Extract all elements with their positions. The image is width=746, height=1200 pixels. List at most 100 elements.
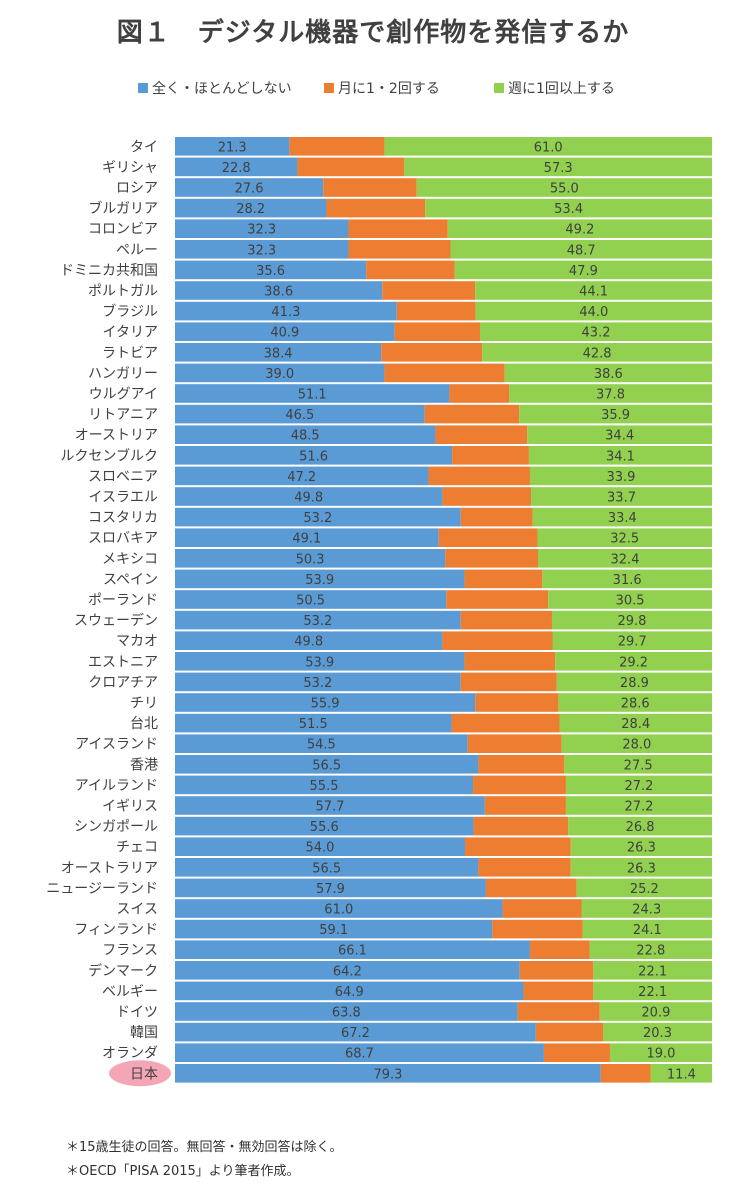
data-label-s2: 26.3 <box>627 841 656 856</box>
data-label-s0: 61.0 <box>324 903 353 918</box>
chart-legend: 全く・ほとんどしない 月に1・2回する 週に1回以上する <box>0 78 746 98</box>
bar-segment-s2 <box>542 569 712 589</box>
category-label: ニュージーランド <box>46 881 158 897</box>
data-label-s0: 79.3 <box>373 1067 402 1082</box>
legend-label-never: 全く・ほとんどしない <box>152 81 292 97</box>
data-label-s0: 55.5 <box>310 779 339 794</box>
bar-segment-s0 <box>175 260 367 280</box>
bar-segment-s0 <box>175 755 479 774</box>
bar-segment-s0 <box>175 301 397 321</box>
category-label: アイルランド <box>75 778 158 794</box>
bar-segment-s2 <box>532 507 712 527</box>
data-label-s2: 43.2 <box>582 326 611 341</box>
bar-segment-s1 <box>348 240 451 259</box>
bar-segment-s1 <box>523 981 594 1001</box>
bar-segment-s0 <box>175 713 452 733</box>
bar-segment-s1 <box>492 919 583 939</box>
category-label: スペイン <box>103 572 158 588</box>
data-label-s2: 22.1 <box>638 964 667 979</box>
legend-item-weekly: 週に1回以上する <box>494 78 615 98</box>
bar-segment-s1 <box>529 940 590 959</box>
bar-segment-s2 <box>558 693 712 712</box>
bar-segment-s1 <box>442 487 532 506</box>
bar-segment-s0 <box>175 816 474 836</box>
category-label: イギリス <box>102 799 158 815</box>
bar-segment-s1 <box>460 610 552 630</box>
bar-segment-s0 <box>175 878 486 898</box>
data-label-s2: 48.7 <box>567 243 596 258</box>
bar-segment-s1 <box>460 672 557 692</box>
bar-segment-s2 <box>528 446 712 465</box>
bar-segment-s2 <box>599 1002 712 1021</box>
category-label: イスラエル <box>88 490 158 506</box>
bar-segment-s1 <box>467 734 562 753</box>
bar-segment-s2 <box>565 796 712 815</box>
data-label-s0: 40.9 <box>270 326 299 341</box>
bar-segment-s1 <box>442 631 553 650</box>
category-label: ギリシャ <box>102 160 158 176</box>
bar-segment-s2 <box>570 858 712 877</box>
bar-segment-s1 <box>366 260 455 280</box>
data-label-s2: 20.9 <box>641 1006 670 1021</box>
data-label-s2: 49.2 <box>565 223 594 238</box>
bar-segment-s1 <box>543 1043 610 1062</box>
bar-segment-s1 <box>484 796 566 815</box>
data-label-s0: 49.1 <box>292 532 321 547</box>
bar-segment-s0 <box>175 240 349 259</box>
footnote-sample: ＊15歳生徒の回答。無回答・無効回答は除く。 <box>66 1140 343 1155</box>
data-label-s2: 27.2 <box>624 779 653 794</box>
bar-segment-s2 <box>475 281 712 300</box>
data-label-s2: 44.1 <box>579 285 608 300</box>
bar-segment-s1 <box>438 528 538 547</box>
bar-segment-s0 <box>175 178 324 197</box>
legend-item-never: 全く・ほとんどしない <box>138 78 292 98</box>
data-label-s2: 29.8 <box>618 614 647 629</box>
bar-segment-s1 <box>323 178 417 197</box>
category-label: フィンランド <box>74 922 158 938</box>
data-label-s2: 30.5 <box>616 594 645 609</box>
data-label-s0: 59.1 <box>319 923 348 938</box>
legend-label-monthly: 月に1・2回する <box>338 81 440 97</box>
bar-segment-s2 <box>404 157 712 177</box>
bar-segment-s2 <box>565 775 712 795</box>
data-label-s0: 68.7 <box>345 1047 374 1062</box>
bar-segment-s0 <box>175 198 327 218</box>
data-label-s0: 55.6 <box>310 820 339 835</box>
bar-segment-s1 <box>326 198 426 218</box>
bar-segment-s2 <box>509 384 712 403</box>
data-label-s2: 42.8 <box>583 346 612 361</box>
bar-segment-s2 <box>475 301 712 321</box>
data-label-s2: 55.0 <box>550 182 579 197</box>
data-label-s0: 53.2 <box>303 676 332 691</box>
bar-segment-s0 <box>175 507 461 527</box>
category-label: コスタリカ <box>88 510 158 526</box>
category-label: コロンビア <box>88 222 158 238</box>
bar-segment-s1 <box>451 713 560 733</box>
bar-segment-s1 <box>600 1064 651 1083</box>
data-label-s0: 54.0 <box>306 841 335 856</box>
category-label: シンガポール <box>74 819 158 835</box>
bar-segment-s2 <box>609 1043 712 1062</box>
data-label-s2: 32.5 <box>610 532 639 547</box>
bar-segment-s0 <box>175 569 465 589</box>
legend-item-monthly: 月に1・2回する <box>324 78 440 98</box>
bar-segment-s2 <box>527 425 712 444</box>
data-label-s2: 11.4 <box>667 1067 696 1082</box>
data-label-s0: 55.9 <box>311 697 340 712</box>
bar-segment-s0 <box>175 693 476 712</box>
data-label-s2: 32.4 <box>611 552 640 567</box>
data-label-s0: 53.2 <box>303 614 332 629</box>
bar-segment-s0 <box>175 1064 601 1083</box>
bar-segment-s2 <box>538 549 712 568</box>
bar-segment-s1 <box>464 837 571 856</box>
category-label: チェコ <box>116 840 158 856</box>
bar-segment-s0 <box>175 775 474 795</box>
chart-title: 図１ デジタル機器で創作物を発信するか <box>116 18 630 48</box>
bar-segment-s1 <box>519 961 594 980</box>
bar-segment-s0 <box>175 281 383 300</box>
bar-segment-s2 <box>529 466 712 486</box>
category-label: 台北 <box>130 716 158 732</box>
bar-segment-s1 <box>435 425 528 444</box>
bar-segment-s2 <box>570 837 712 856</box>
data-label-s2: 27.5 <box>624 758 653 773</box>
